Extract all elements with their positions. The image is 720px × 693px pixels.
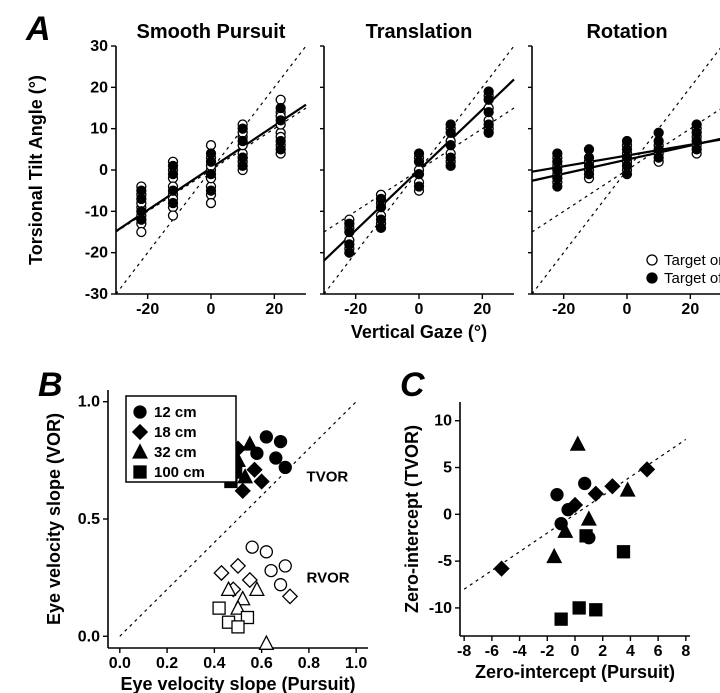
legend-label: 32 cm [154,444,197,461]
panel-b-xlabel: Eye velocity slope (Pursuit) [120,674,355,693]
xtick-label: -20 [552,301,575,318]
group-label-tvor: TVOR [307,468,349,485]
ytick-label: -5 [438,553,452,570]
panel-a-subplot: Smooth Pursuit -30 -20 -10 0 10 20 30 -20 0 20 [85,21,306,318]
panel-b: 0.0 0.5 1.0 0.0 0.2 0.4 0.6 0.8 1.0 Eye velocity … [44,390,368,693]
xtick-label: 0 [571,643,580,660]
xtick-label: -8 [457,643,471,660]
panel-a-xlabel: Vertical Gaze (°) [351,322,487,342]
xtick-label: 0.4 [203,655,225,672]
xtick-label: 2 [598,643,607,660]
panel-a-tag: A [25,10,51,48]
group-label-rvor: RVOR [307,569,350,586]
ytick-label: -10 [429,600,452,617]
xtick-label: -4 [512,643,526,660]
panel-b-ylabel: Eye velocity slope (VOR) [44,413,64,625]
subplot-title: Translation [366,21,473,43]
panel-a-subplot: Translation -20 0 20 [320,21,514,318]
xtick-label: 0.8 [298,655,320,672]
xtick-label: -20 [136,301,159,318]
ytick-label: 0.0 [78,628,100,645]
xtick-label: 0.6 [251,655,273,672]
legend-label: 18 cm [154,424,197,441]
legend-label: 100 cm [154,464,205,481]
xtick-label: 20 [473,301,491,318]
xtick-label: 6 [654,643,663,660]
ytick-label: 30 [90,38,108,55]
subplot-title: Smooth Pursuit [137,21,286,43]
ytick-label: 10 [434,413,452,430]
panel-c-ylabel: Zero-intercept (TVOR) [402,425,422,613]
xtick-label: 0 [623,301,632,318]
xtick-label: 8 [681,643,690,660]
ytick-label: 0.5 [78,511,100,528]
xtick-label: 20 [681,301,699,318]
ytick-label: 10 [90,121,108,138]
xtick-label: -2 [540,643,554,660]
ytick-label: 0 [99,162,108,179]
ytick-label: 5 [443,460,452,477]
legend-label: Target off [664,270,720,287]
panel-c-tag: C [400,366,425,404]
ytick-label: -10 [85,203,108,220]
legend-label: 12 cm [154,404,197,421]
legend-label: Target on [664,252,720,269]
ytick-label: 0 [443,506,452,523]
ytick-label: -30 [85,286,108,303]
xtick-label: 1.0 [345,655,367,672]
xtick-label: -20 [344,301,367,318]
xtick-label: 0.0 [109,655,131,672]
ytick-label: -20 [85,245,108,262]
ytick-label: 1.0 [78,394,100,411]
xtick-label: -6 [485,643,499,660]
xtick-label: 0 [415,301,424,318]
panel-a-legend: Target onTarget off [647,252,720,287]
xtick-label: 20 [265,301,283,318]
ytick-label: 20 [90,79,108,96]
xtick-label: 0.2 [156,655,178,672]
subplot-title: Rotation [586,21,667,43]
panel-c: -10 -5 0 5 10 -8 -6 -4 -2 0 2 4 6 8 Zero-intercept (Pu… [402,402,690,682]
panel-c-xlabel: Zero-intercept (Pursuit) [475,662,675,682]
xtick-label: 4 [626,643,635,660]
xtick-label: 0 [207,301,216,318]
panel-a-ylabel: Torsional Tilt Angle (°) [26,75,46,265]
panel-b-tag: B [38,366,63,404]
figure-root: A Torsional Tilt Angle (°) Smooth Pursuit -… [0,0,720,693]
